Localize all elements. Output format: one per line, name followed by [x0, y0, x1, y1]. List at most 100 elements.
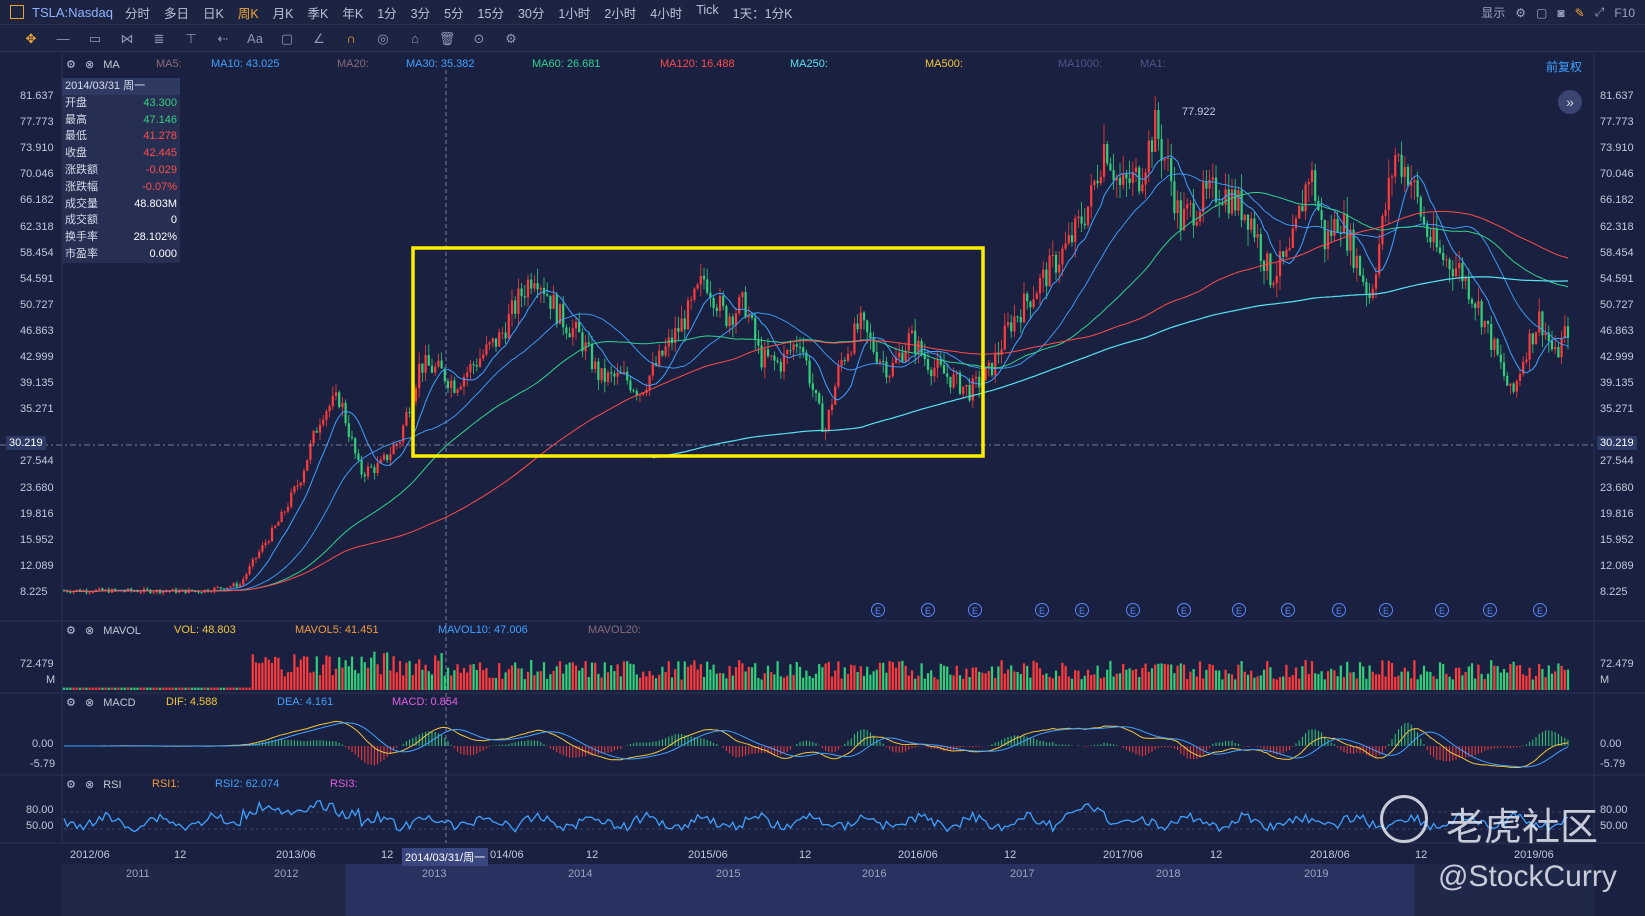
info-label: 最高 [65, 113, 87, 126]
f10-button[interactable]: F10 [1614, 5, 1635, 20]
expand-icon[interactable]: ⤢ [1594, 5, 1605, 19]
toolbar-tool-icon[interactable]: ⇠ [217, 30, 229, 46]
toolbar-tool-icon[interactable]: ✥ [25, 30, 37, 46]
volume-bar [1429, 671, 1432, 690]
volume-bar [1221, 679, 1224, 690]
volume-bar [1317, 674, 1320, 690]
volume-bar [1390, 662, 1394, 690]
candle-body [626, 371, 629, 381]
macd-tick-low-left: -5.79 [30, 758, 56, 770]
gear-icon[interactable]: ⚙ [1515, 5, 1527, 20]
volume-bar [1070, 678, 1074, 690]
legend-item: RSI2: 62.074 [215, 778, 280, 790]
price-tick: 50.727 [1600, 298, 1634, 311]
timeframe-tab[interactable]: 1天：1分K [732, 6, 793, 21]
candle-body [434, 366, 437, 373]
rsi2-line [63, 799, 1569, 833]
candle-body [1051, 254, 1054, 256]
gear-icon[interactable]: ⚙ [66, 779, 76, 791]
timeframe-tab[interactable]: 分时 [124, 6, 150, 21]
close-icon[interactable]: ⊗ [84, 697, 95, 709]
display-menu[interactable]: 显示 [1481, 6, 1506, 20]
price-tick: 46.863 [20, 324, 54, 337]
toolbar-tool-icon[interactable]: ⚙ [505, 30, 517, 46]
gear-icon[interactable]: ⚙ [66, 697, 76, 709]
toolbar-tool-icon[interactable]: 🗑 [438, 30, 456, 46]
vol-indicator-title[interactable]: ⚙ ⊗ MAVOL [66, 624, 141, 637]
volume-bar [78, 687, 82, 690]
toolbar-tool-icon[interactable]: ▭ [88, 30, 102, 46]
toolbar-tool-icon[interactable]: ≣ [153, 30, 165, 46]
timeframe-tab[interactable]: 日K [202, 6, 224, 21]
candle-body [1010, 322, 1013, 332]
volume-bar [341, 667, 344, 690]
toolbar-tool-icon[interactable]: ⌂ [411, 31, 419, 46]
volume-bar [1131, 670, 1134, 690]
volume-bar [174, 687, 178, 690]
adjust-label[interactable]: 前复权 [1546, 60, 1583, 74]
square-icon[interactable]: ▢ [1536, 5, 1548, 20]
candle-body [1387, 178, 1390, 211]
macd-indicator-title[interactable]: ⚙ ⊗ MACD [66, 696, 136, 709]
candle-body [251, 559, 254, 567]
volume-bar [1307, 673, 1310, 690]
timeframe-tab[interactable]: 周K [237, 6, 259, 21]
timeframe-tab[interactable]: 15分 [477, 6, 504, 21]
timeframe-tab[interactable]: 年K [342, 6, 364, 21]
candle-body [1259, 234, 1262, 261]
toolbar-tool-icon[interactable]: — [56, 31, 70, 46]
pen-icon[interactable]: ✎ [1574, 5, 1585, 20]
rsi-indicator-title[interactable]: ⚙ ⊗ RSI [66, 778, 122, 791]
volume-bar [456, 664, 459, 690]
toolbar-tool-icon[interactable]: ∩ [346, 31, 356, 46]
candle-body [238, 584, 242, 587]
close-icon[interactable]: ⊗ [84, 625, 95, 637]
collapse-icon[interactable]: » [1558, 90, 1582, 114]
close-icon[interactable]: ⊗ [84, 59, 95, 71]
timeframe-tab[interactable]: 4小时 [650, 6, 683, 21]
candle-body [1301, 205, 1304, 212]
volume-bar [1490, 660, 1493, 690]
candle-body [1362, 275, 1365, 282]
timeframe-tab[interactable]: 2小时 [604, 6, 637, 21]
candle-body [485, 344, 488, 355]
timeframe-tab[interactable]: 3分 [410, 6, 431, 21]
toolbar-tool-icon[interactable]: ∠ [313, 30, 325, 46]
close-icon[interactable]: ⊗ [84, 779, 95, 791]
crosshair-price-left: 30.219 [6, 436, 46, 450]
ma-indicator-title[interactable]: ⚙ ⊗ MA [66, 58, 120, 71]
camera-icon[interactable]: ◙ [1557, 5, 1565, 20]
toolbar-tool-icon[interactable]: ⊙ [473, 30, 485, 46]
toolbar-tool-icon[interactable]: ▢ [280, 30, 294, 46]
timeframe-tab[interactable]: 30分 [517, 6, 545, 21]
timeframe-tab[interactable]: 5分 [444, 6, 464, 21]
layout-icon[interactable] [10, 5, 24, 19]
toolbar-tool-icon[interactable]: ⋈ [120, 30, 134, 46]
candle-body [1154, 110, 1157, 152]
timeframe-tab[interactable]: 多日 [163, 6, 189, 21]
candle-body [542, 287, 546, 295]
timeframe-tab[interactable]: 1小时 [558, 6, 591, 21]
timeframe-tab[interactable]: Tick [696, 2, 719, 17]
candle-body [91, 592, 94, 594]
timeframe-tabs: 分时 多日 日K 周K 月K 季K 年K 1分 3分 5分 15分 30分 1小时 2小时 4小时 Tick 1… [125, 3, 806, 22]
volume-bar [1330, 668, 1333, 690]
candle-body [1547, 332, 1550, 341]
gear-icon[interactable]: ⚙ [66, 625, 76, 637]
candle-body [856, 323, 859, 330]
volume-bar [62, 687, 66, 690]
toolbar-tool-icon[interactable]: ⊤ [185, 30, 197, 46]
toolbar-tool-icon[interactable]: ◎ [377, 30, 389, 46]
gear-icon[interactable]: ⚙ [66, 59, 76, 71]
timeframe-tab[interactable]: 1分 [377, 6, 397, 21]
volume-bar [978, 671, 981, 690]
symbol-label[interactable]: TSLA:Nasdaq [32, 4, 113, 20]
time-tick: 12 [174, 849, 187, 861]
toolbar-tool-icon[interactable]: Aa [247, 31, 263, 46]
timeframe-tab[interactable]: 月K [272, 6, 294, 21]
volume-bar [1496, 666, 1499, 690]
candle-body [171, 589, 174, 592]
info-row: 最高 47.146 [62, 112, 180, 129]
timeframe-tab[interactable]: 季K [307, 6, 329, 21]
